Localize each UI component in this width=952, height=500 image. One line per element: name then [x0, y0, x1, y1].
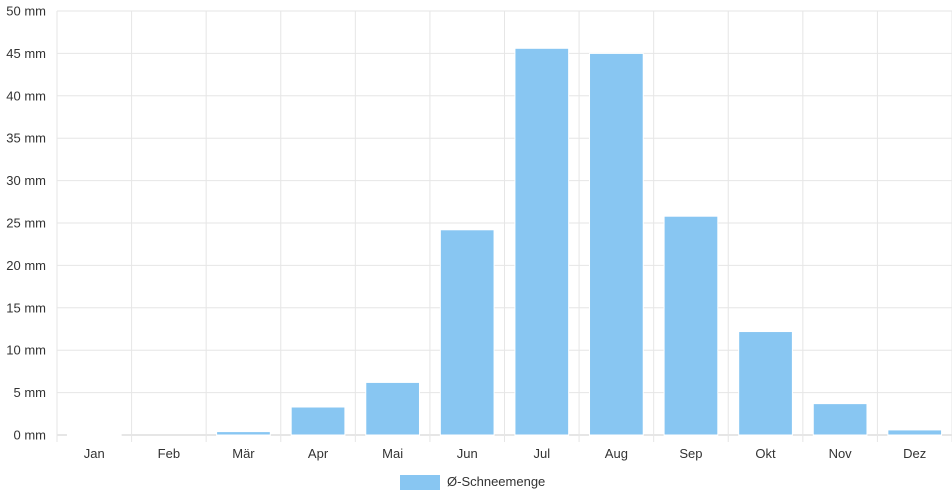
grid-lines	[56, 10, 952, 442]
x-tick-label: Apr	[308, 446, 329, 461]
x-tick-label: Sep	[679, 446, 702, 461]
y-tick-label: 25 mm	[6, 216, 46, 231]
legend-swatch[interactable]	[400, 475, 440, 490]
x-tick-label: Mai	[382, 446, 403, 461]
y-tick-label: 45 mm	[6, 46, 46, 61]
bar-dez[interactable]	[887, 429, 943, 436]
y-tick-label: 15 mm	[6, 300, 46, 315]
bar-mai[interactable]	[365, 381, 420, 436]
x-tick-label: Dez	[903, 446, 926, 461]
bar-jun[interactable]	[439, 229, 495, 436]
x-tick-label: Jan	[84, 446, 105, 461]
bar-aug[interactable]	[589, 52, 644, 436]
x-axis-ticks: Jan Feb Mär Apr Mai Jun Jul Aug Sep Okt Nov Dez	[84, 446, 926, 461]
x-tick-label: Aug	[605, 446, 628, 461]
bar-jan[interactable]	[66, 433, 122, 436]
y-tick-label: 35 mm	[6, 131, 46, 146]
bar-okt[interactable]	[738, 331, 793, 436]
x-tick-label: Mär	[232, 446, 255, 461]
y-tick-label: 30 mm	[6, 173, 46, 188]
bar-apr[interactable]	[290, 406, 346, 436]
bar-sep[interactable]	[663, 215, 719, 436]
y-tick-label: 0 mm	[14, 428, 47, 443]
x-tick-label: Nov	[829, 446, 853, 461]
y-tick-label: 40 mm	[6, 88, 46, 103]
y-tick-label: 20 mm	[6, 258, 46, 273]
y-tick-label: 50 mm	[6, 4, 46, 19]
bars	[66, 47, 943, 436]
legend-label[interactable]: Ø-Schneemenge	[447, 474, 545, 489]
bar-jul[interactable]	[514, 47, 570, 436]
x-tick-label: Feb	[158, 446, 180, 461]
y-axis-ticks: 0 mm 5 mm 10 mm 15 mm 20 mm 25 mm 30 mm 35 mm 40…	[6, 4, 46, 443]
bar-mär[interactable]	[216, 431, 271, 436]
y-tick-label: 10 mm	[6, 343, 46, 358]
legend[interactable]: Ø-Schneemenge	[400, 474, 545, 490]
x-tick-label: Okt	[755, 446, 776, 461]
y-tick-label: 5 mm	[14, 385, 47, 400]
x-tick-label: Jul	[533, 446, 550, 461]
x-tick-label: Jun	[457, 446, 478, 461]
bar-nov[interactable]	[812, 403, 868, 436]
